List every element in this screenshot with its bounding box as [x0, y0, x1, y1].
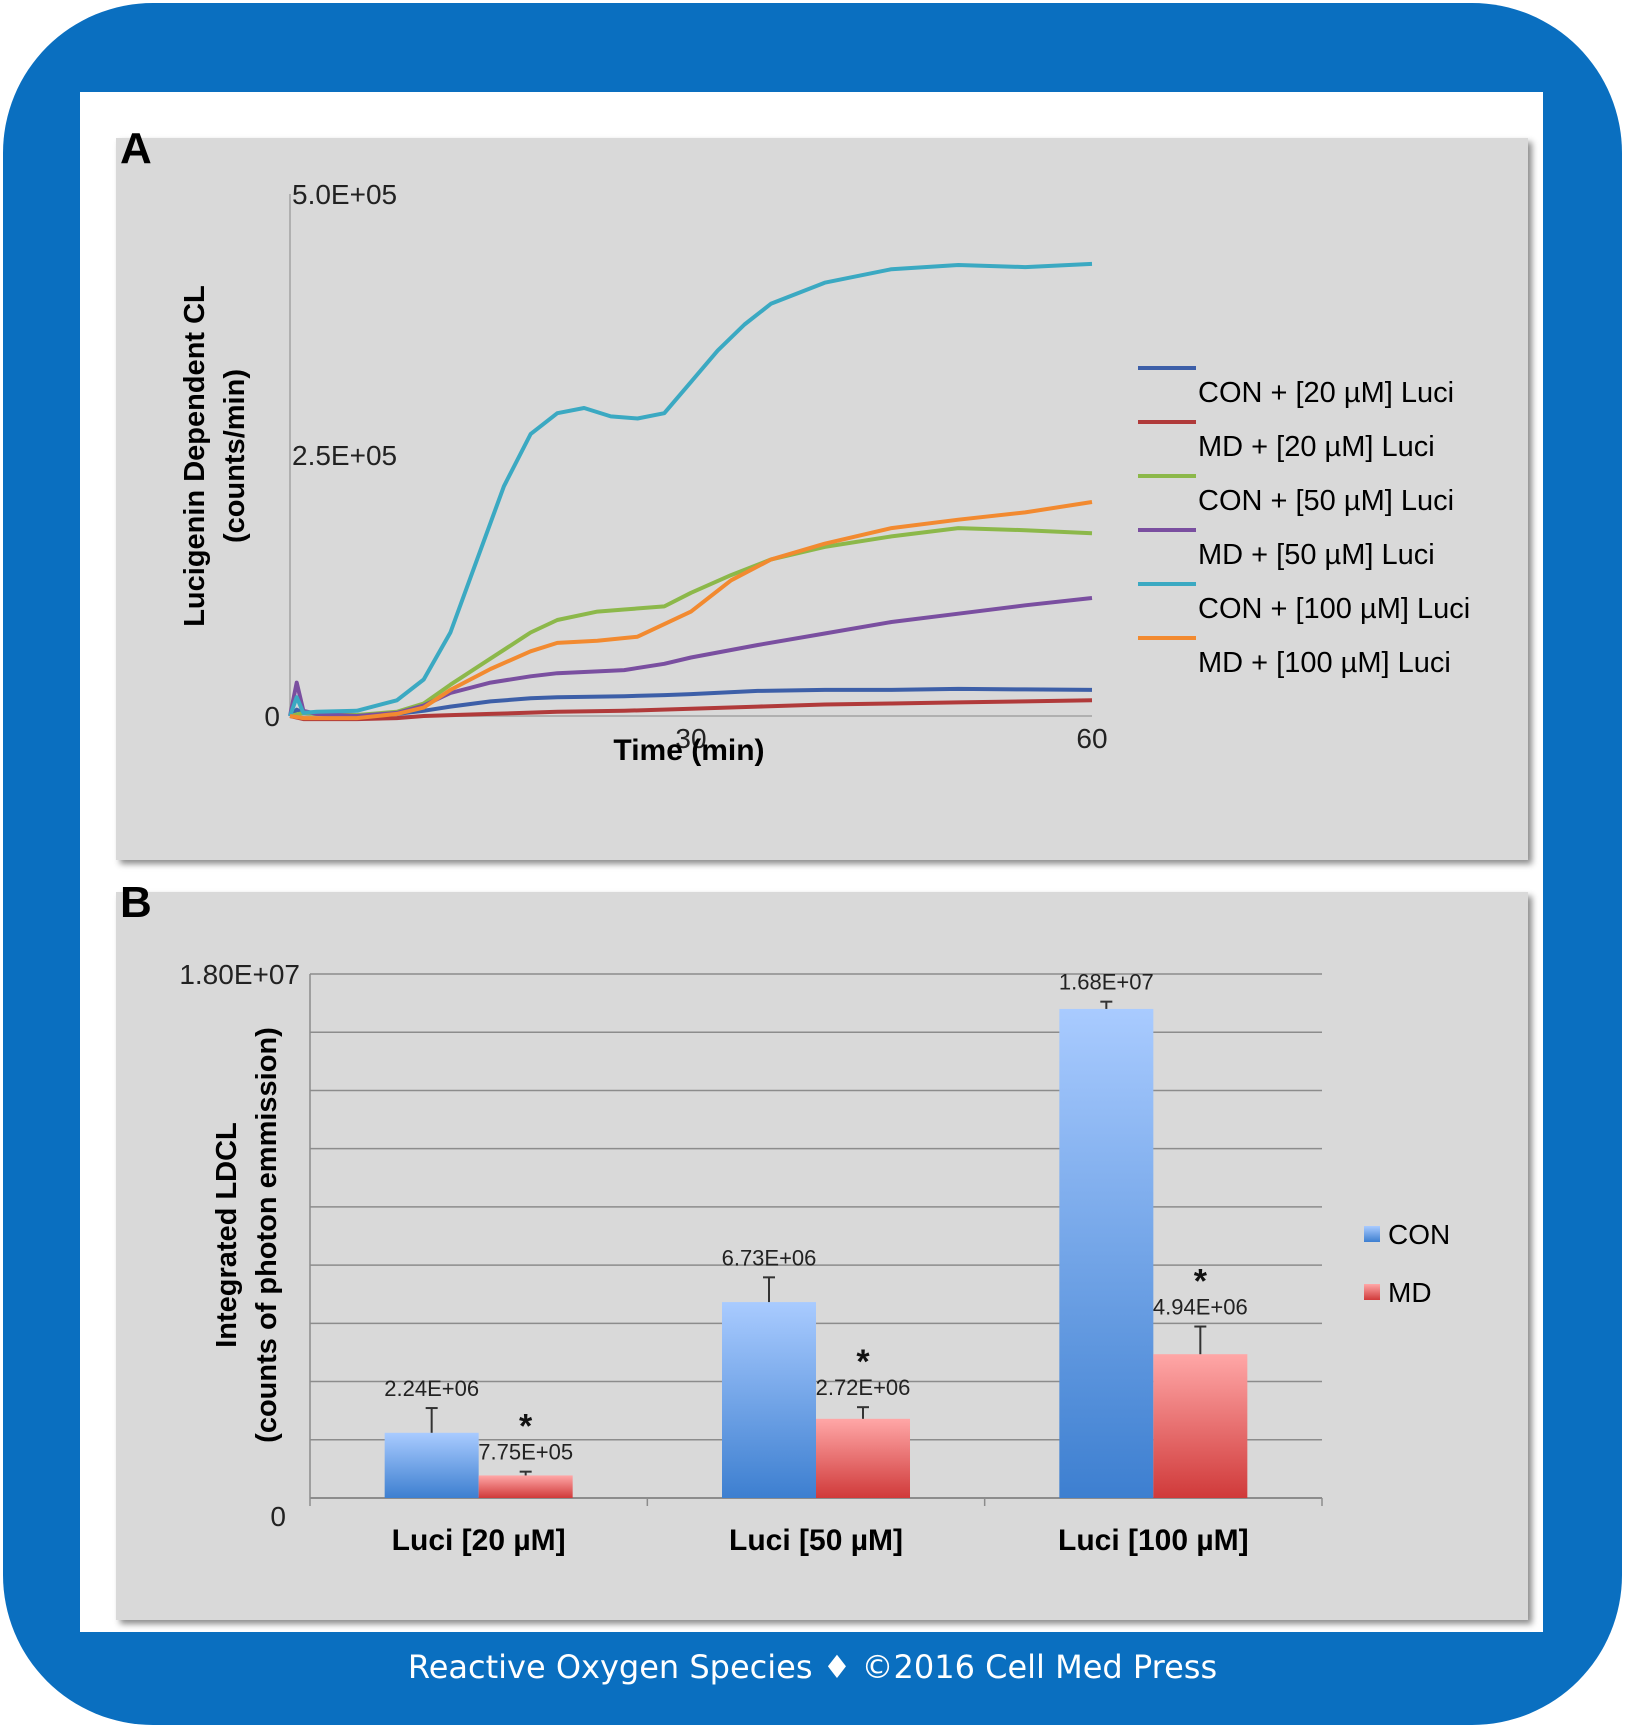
legend-label: MD + [100 µM] Luci — [1198, 647, 1451, 679]
data-label: 1.68E+07 — [1059, 970, 1154, 995]
y-tick-label: 0 — [264, 701, 280, 732]
legend-swatch — [1364, 1226, 1380, 1242]
legend-label: CON — [1388, 1219, 1450, 1250]
x-tick-label: Luci [50 µM] — [729, 1524, 903, 1557]
significance-marker: * — [856, 1343, 870, 1381]
line-chart: 0 2.5E+05 5.0E+05 30 60 Time (min) Lucigenin D… — [179, 179, 1470, 767]
legend-label: MD + [50 µM] Luci — [1198, 539, 1435, 571]
data-label: 4.94E+06 — [1153, 1295, 1248, 1320]
bar — [1059, 1008, 1154, 1498]
x-tick-label: 60 — [1076, 723, 1107, 754]
y-tick-label: 1.80E+07 — [179, 959, 300, 990]
data-label: 2.24E+06 — [384, 1376, 479, 1401]
y-axis-title: Lucigenin Dependent CL (counts/min) — [179, 285, 251, 627]
legend-label: CON + [20 µM] Luci — [1198, 377, 1454, 409]
series-line — [288, 261, 1093, 717]
x-tick-label: Luci [20 µM] — [392, 1524, 566, 1557]
x-tick-label: Luci [100 µM] — [1058, 1524, 1249, 1557]
significance-marker: * — [519, 1408, 533, 1446]
panel-a: A 0 2.5E+05 5.0E+05 30 60 Time (min) Lucigenin… — [116, 124, 1528, 860]
series-line — [289, 500, 1093, 721]
x-axis-title: Time (min) — [613, 734, 764, 767]
series-line — [288, 596, 1093, 718]
bar — [1153, 1354, 1248, 1498]
legend-label: MD — [1388, 1277, 1432, 1308]
y-tick-label: 0 — [270, 1501, 286, 1532]
bar — [478, 1475, 573, 1498]
legend-label: MD + [20 µM] Luci — [1198, 431, 1435, 463]
bar — [722, 1302, 816, 1498]
y-tick-label: 5.0E+05 — [292, 179, 397, 210]
x-tick-label: 30 — [675, 723, 706, 754]
legend-swatch — [1364, 1284, 1380, 1300]
y-axis-title: Integrated LDCL (counts of photon emmissi… — [211, 1027, 283, 1443]
data-label: 2.72E+06 — [816, 1375, 911, 1400]
bar — [384, 1432, 479, 1498]
significance-marker: * — [1194, 1263, 1208, 1301]
bar — [816, 1418, 910, 1498]
footer-credit: Reactive Oxygen Species ♦ ©2016 Cell Med… — [407, 1648, 1218, 1686]
y-tick-label: 2.5E+05 — [292, 440, 397, 471]
legend-label: CON + [100 µM] Luci — [1198, 593, 1470, 625]
panel-b-label: B — [120, 878, 152, 927]
series-line — [289, 698, 1093, 722]
data-label: 6.73E+06 — [722, 1245, 817, 1270]
legend-label: CON + [50 µM] Luci — [1198, 485, 1454, 517]
data-label: 7.75E+05 — [478, 1440, 573, 1465]
panel-a-label: A — [120, 124, 152, 173]
panel-b: B 1.80E+07 0 Luci [20 µM] 2.24E+06 7.75E+05 *… — [116, 878, 1528, 1620]
